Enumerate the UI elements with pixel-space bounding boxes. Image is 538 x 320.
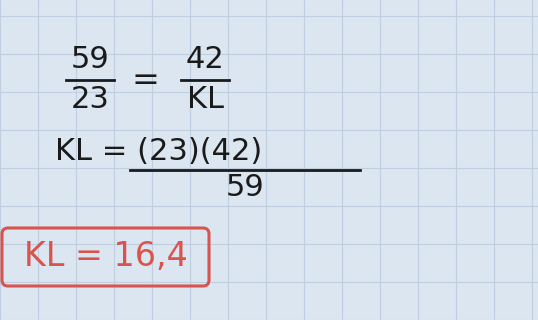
Text: KL = 16,4: KL = 16,4 <box>24 241 187 274</box>
Text: 59: 59 <box>225 173 264 203</box>
Text: 23: 23 <box>70 85 109 115</box>
Text: KL: KL <box>187 85 223 115</box>
Text: KL = (23)(42): KL = (23)(42) <box>55 138 262 166</box>
Text: =: = <box>131 63 159 97</box>
Text: 42: 42 <box>186 45 224 75</box>
Text: 59: 59 <box>70 45 109 75</box>
